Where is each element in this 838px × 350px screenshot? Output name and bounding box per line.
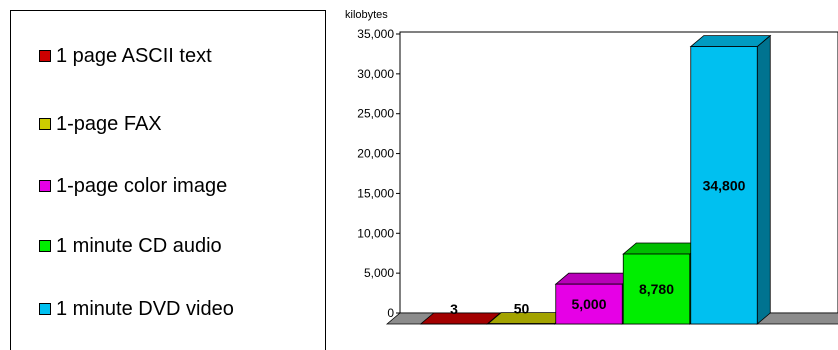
y-tick-label: 10,000: [357, 226, 394, 240]
chart-back-wall: [400, 32, 838, 313]
y-tick-label: 35,000: [357, 27, 394, 41]
y-tick-label: 5,000: [364, 266, 394, 280]
bar-chart: 05,00010,00015,00020,00025,00030,00035,0…: [0, 0, 838, 339]
data-label: 8,780: [639, 281, 674, 297]
bar-top: [421, 313, 501, 324]
y-axis-unit-label: kilobytes: [345, 9, 388, 21]
y-tick-label: 25,000: [357, 107, 394, 121]
data-label: 34,800: [703, 177, 746, 193]
y-tick-label: 0: [387, 306, 394, 320]
bar-top: [691, 36, 771, 47]
data-label: 3: [450, 301, 458, 317]
y-tick-label: 20,000: [357, 147, 394, 161]
data-label: 5,000: [571, 296, 606, 312]
data-label: 50: [514, 301, 530, 317]
bar-side: [757, 36, 770, 324]
y-tick-label: 30,000: [357, 67, 394, 81]
y-tick-label: 15,000: [357, 186, 394, 200]
